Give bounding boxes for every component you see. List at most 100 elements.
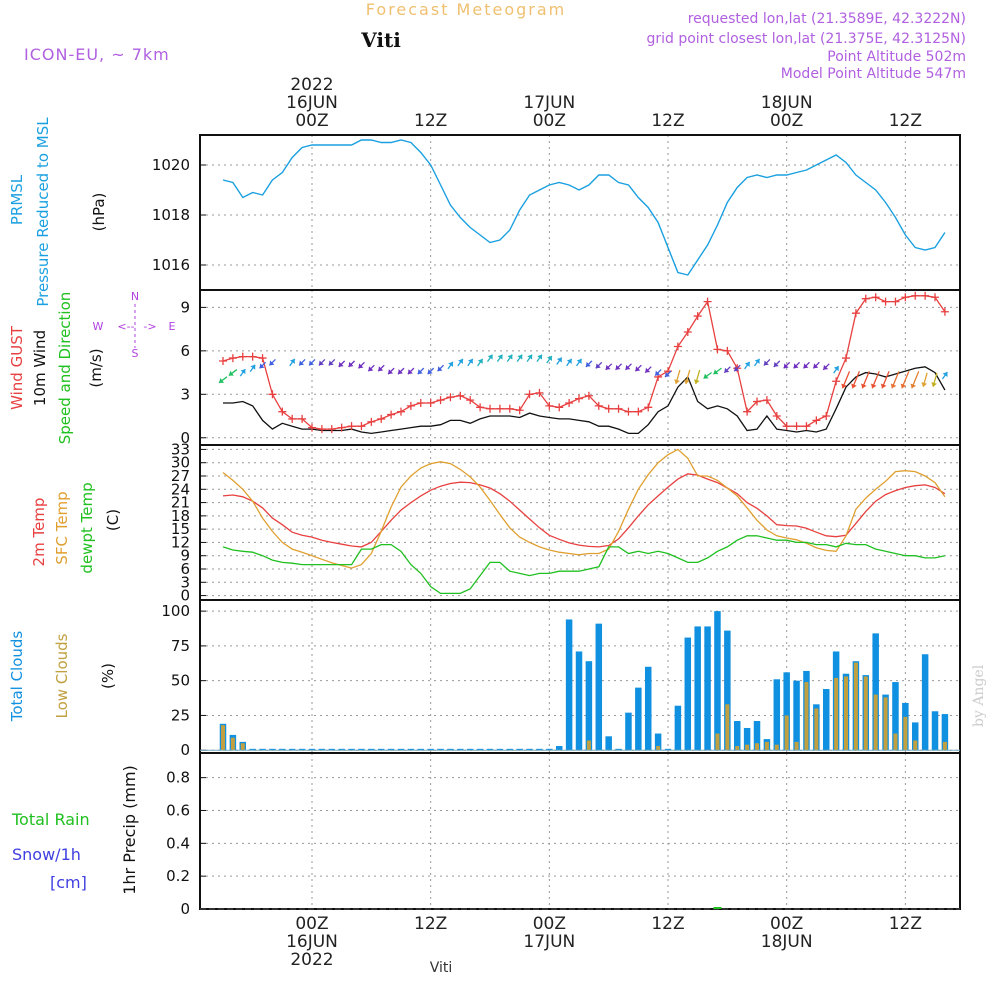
wind-arrow-head bbox=[655, 370, 661, 376]
wind-direction-arrow bbox=[880, 371, 890, 389]
wind-gust-marker bbox=[940, 307, 949, 316]
wind-gust-marker bbox=[634, 407, 643, 416]
top-time-label: 16JUN bbox=[286, 93, 338, 113]
wind-arrow-head bbox=[803, 363, 809, 369]
total-cloud-bar bbox=[457, 748, 464, 751]
model-point-altitude: Model Point Altitude 547m bbox=[781, 66, 966, 82]
precip-unit: 1hr Precip (mm) bbox=[120, 765, 139, 895]
wind-direction-arrow bbox=[703, 371, 712, 379]
panel-frame bbox=[199, 752, 961, 910]
total-cloud-bar bbox=[437, 748, 444, 751]
wind-arrow-head bbox=[398, 369, 403, 375]
tick-label: 9 bbox=[180, 298, 190, 316]
wind-arrow-head bbox=[703, 373, 709, 379]
tick-label: 30 bbox=[171, 454, 190, 472]
wind-gust-marker bbox=[743, 407, 752, 416]
wind-gust-marker bbox=[238, 352, 247, 361]
wind-gust-marker bbox=[614, 404, 623, 413]
total-cloud-bar bbox=[664, 748, 672, 751]
total-cloud-bar bbox=[605, 736, 612, 751]
wind-arrow-head bbox=[880, 383, 887, 389]
wind-direction-arrow bbox=[289, 358, 296, 367]
bottom-time-label: 12Z bbox=[889, 914, 922, 934]
wind-gust-marker bbox=[436, 396, 445, 405]
wind-gust-marker bbox=[772, 412, 781, 421]
tick-label: 24 bbox=[171, 480, 190, 498]
wind-arrow-head bbox=[537, 354, 543, 360]
tick-label: 75 bbox=[171, 637, 190, 655]
wind-direction-arrow bbox=[556, 357, 563, 365]
wind-arrow-head bbox=[250, 364, 256, 370]
tick-label: 0 bbox=[180, 587, 190, 605]
wind-direction-arrow bbox=[595, 361, 603, 369]
total-cloud-bar bbox=[417, 748, 425, 751]
clouds-unit: (%) bbox=[99, 663, 117, 689]
wind-direction-arrow bbox=[566, 358, 573, 367]
wind-direction-arrow bbox=[585, 360, 593, 368]
wind-arrow-head bbox=[684, 379, 690, 384]
wind-direction-arrow bbox=[486, 354, 494, 362]
panel-frame bbox=[199, 134, 961, 291]
wind-arrow-head bbox=[851, 383, 857, 389]
wind-gust-marker bbox=[327, 425, 336, 434]
total-cloud-bar bbox=[822, 689, 830, 751]
temp-dewpt-line bbox=[222, 535, 946, 595]
wind-arrow-head bbox=[218, 378, 224, 383]
wind-direction-arrow bbox=[328, 358, 336, 366]
wind-arrow-head bbox=[417, 369, 423, 375]
low-cloud-bar bbox=[893, 733, 898, 751]
total-cloud-bar bbox=[625, 712, 632, 751]
wind-arrow-head bbox=[517, 354, 523, 360]
wind-direction-arrow bbox=[298, 358, 306, 366]
tick-label: 0.6 bbox=[166, 801, 190, 819]
wind-direction-arrow bbox=[437, 364, 445, 372]
wind-direction-arrow bbox=[477, 358, 484, 367]
tick-label: 6 bbox=[180, 342, 190, 360]
wind-gust-marker bbox=[753, 397, 762, 406]
wind-direction-arrow bbox=[348, 360, 356, 368]
low-cloud-bar bbox=[220, 725, 225, 751]
bottom-time-label: 16JUN bbox=[286, 932, 338, 952]
panels: 1016101810200369036912151821242730330255… bbox=[8, 117, 961, 918]
wind-direction-arrow bbox=[822, 363, 830, 371]
bottom-time-label: 12Z bbox=[651, 914, 684, 934]
wind-direction-arrow bbox=[605, 363, 613, 371]
snow-unit-label: [cm] bbox=[50, 873, 87, 892]
wind-gust-marker bbox=[901, 293, 910, 302]
panel-clouds: 0 25 50 75 100 bbox=[161, 599, 961, 759]
tick-label: 3 bbox=[180, 573, 190, 591]
total-cloud-bar bbox=[447, 748, 454, 751]
wind-gust-marker bbox=[624, 407, 633, 416]
wind-gust-marker bbox=[416, 398, 425, 407]
compass-e: E bbox=[169, 320, 176, 333]
wind-arrow-head bbox=[547, 356, 552, 362]
wind-direction-arrow bbox=[447, 361, 454, 370]
wind-arrow-head bbox=[693, 379, 700, 384]
wind-direction-arrow bbox=[763, 358, 771, 366]
total-cloud-bar bbox=[694, 626, 701, 751]
wind-direction-arrow bbox=[634, 364, 642, 372]
wind-arrow-head bbox=[635, 366, 641, 372]
bottom-time-label: 17JUN bbox=[523, 932, 575, 952]
total-cloud-bar bbox=[733, 721, 741, 751]
requested-coords: requested lon,lat (21.3589E, 42.3222N) bbox=[688, 11, 966, 27]
top-time-label: 00Z bbox=[770, 111, 803, 131]
wind-direction-arrow bbox=[773, 360, 781, 368]
wind-gust-marker bbox=[921, 291, 930, 300]
wind-arrow-head bbox=[358, 363, 364, 369]
wind-direction-arrow bbox=[397, 367, 405, 375]
temp-sfc-label: SFC Temp bbox=[53, 491, 71, 564]
tick-label: 3 bbox=[180, 385, 190, 403]
wind-arrow-head bbox=[763, 360, 769, 366]
wind-direction-arrow bbox=[624, 363, 632, 371]
wind-arrow-head bbox=[299, 360, 305, 366]
wind-gust-marker bbox=[931, 293, 940, 302]
total-cloud-bar bbox=[724, 630, 731, 751]
wind-direction-arrow bbox=[664, 370, 672, 378]
tick-label: 1016 bbox=[152, 256, 190, 274]
total-clouds-label: Total Clouds bbox=[8, 631, 26, 723]
tick-label: 100 bbox=[161, 602, 190, 620]
low-cloud-bar bbox=[586, 740, 591, 751]
low-cloud-bar bbox=[853, 662, 858, 751]
wind-arrow-head bbox=[783, 363, 789, 369]
